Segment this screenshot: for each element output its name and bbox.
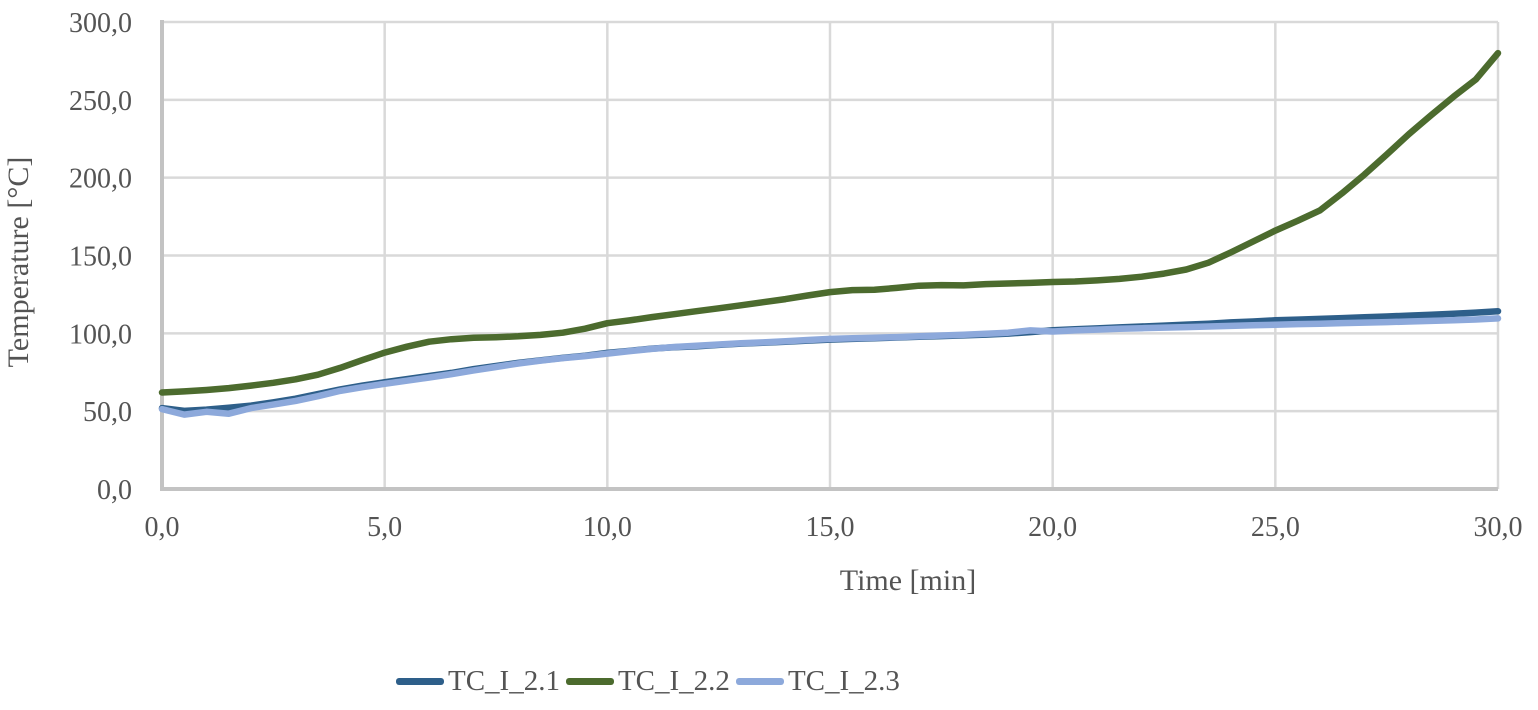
legend-item-tc-i-2-3: TC_I_2.3 [735,661,900,701]
y-tick-label: 250,0 [69,86,132,117]
legend-item-tc-i-2-2: TC_I_2.2 [565,661,730,701]
y-tick-label: 100,0 [69,319,132,350]
series-lines [158,49,1502,418]
y-tick-label: 300,0 [69,8,132,39]
chart-legend: TC_I_2.1 TC_I_2.2 TC_I_2.3 [396,661,900,701]
axis-tick-labels: 0,0 50,0 100,0 150,0 200,0 250,0 300,0 0,0 5,0 10… [69,8,1523,543]
x-tick-label: 20,0 [1028,512,1077,543]
grid-lines [160,20,1500,491]
y-tick-label: 50,0 [83,397,132,428]
legend-swatch-icon [565,677,614,685]
legend-swatch-icon [735,677,784,685]
x-axis-title: Time [min] [840,564,976,597]
legend-item-tc-i-2-1: TC_I_2.1 [396,661,560,701]
legend-label: TC_I_2.3 [787,665,900,697]
temperature-chart: 0,0 50,0 100,0 150,0 200,0 250,0 300,0 0,0 5,0 10… [2,8,1523,597]
x-tick-label: 30,0 [1474,512,1523,543]
y-tick-label: 0,0 [97,475,132,506]
legend-label: TC_I_2.1 [448,665,560,697]
x-tick-label: 5,0 [367,512,402,543]
y-axis-title: Temperature [°C] [2,157,35,368]
y-tick-label: 150,0 [69,242,132,273]
y-tick-label: 200,0 [69,164,132,195]
x-tick-label: 15,0 [806,512,855,543]
x-tick-label: 25,0 [1251,512,1300,543]
legend-swatch-icon [396,677,444,685]
axis-lines [160,20,1498,491]
series-line-tc-i-2-2 [158,49,1502,396]
series-line-tc-i-2-3 [158,315,1502,418]
x-tick-label: 10,0 [583,512,632,543]
legend-label: TC_I_2.2 [617,665,730,697]
x-tick-label: 0,0 [145,512,180,543]
